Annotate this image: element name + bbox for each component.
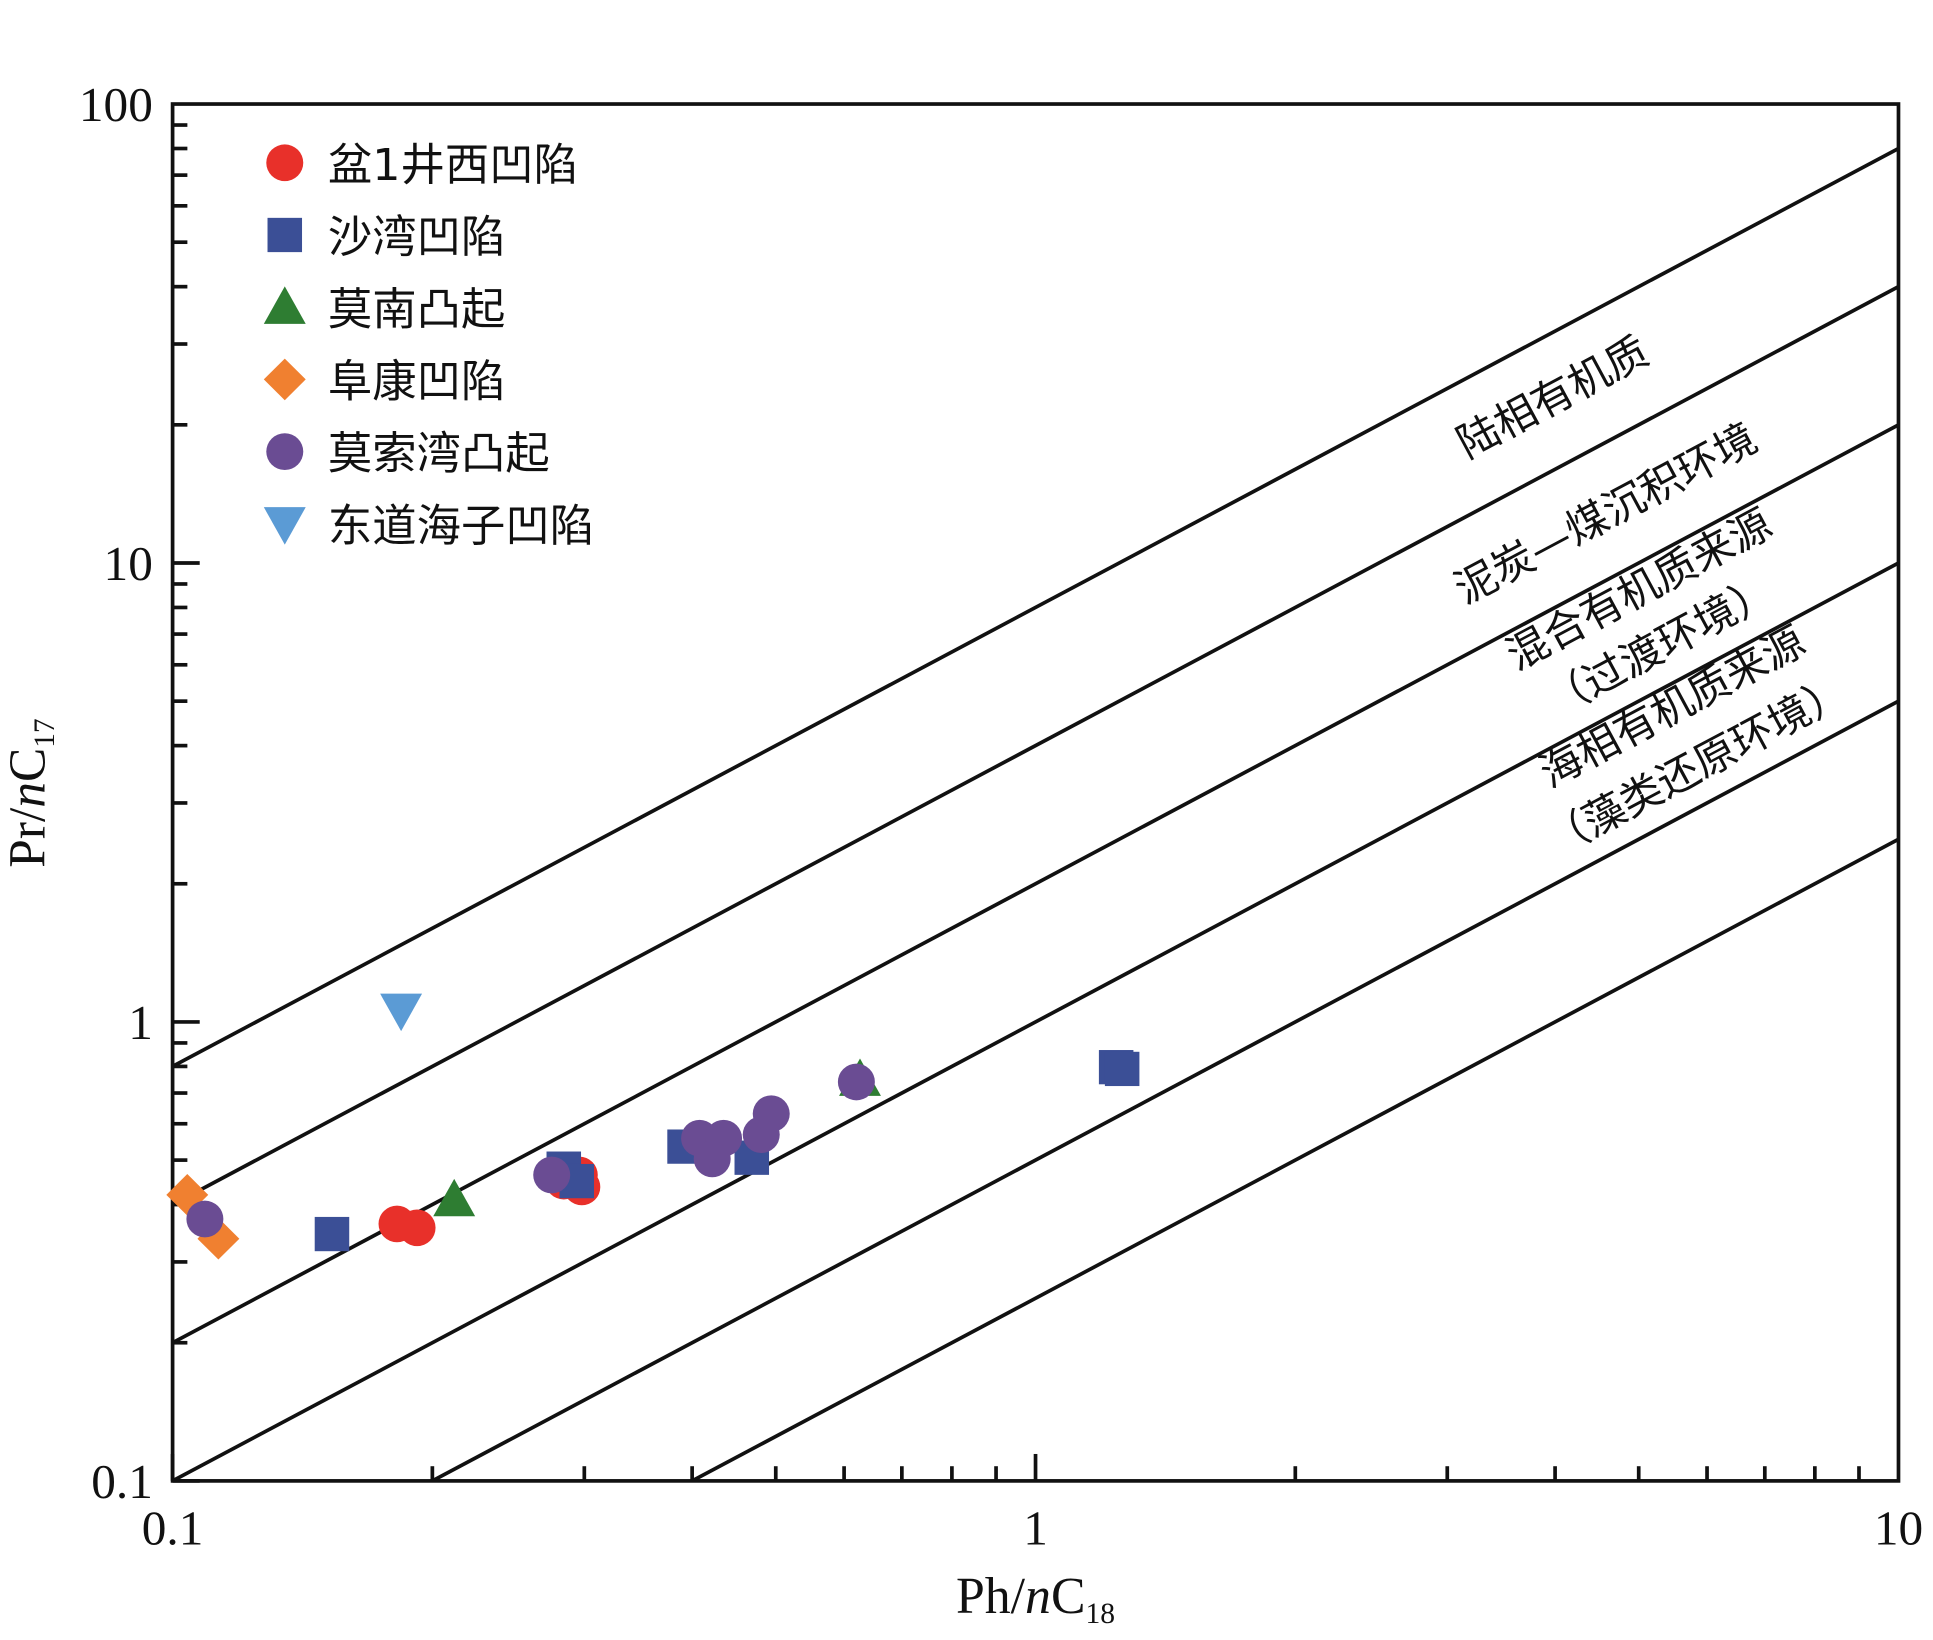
data-point-series-2: [314, 1216, 350, 1252]
data-point-series-5: [533, 1156, 571, 1194]
y-tick-label: 10: [104, 536, 153, 591]
x-tick-label: 0.1: [142, 1501, 204, 1556]
legend-label-1: 盆1井西凹陷: [328, 140, 578, 191]
legend-marker-2: [267, 217, 303, 253]
data-point-series-1: [398, 1209, 436, 1247]
reference-line-6: [691, 837, 1900, 1483]
plot-frame: [170, 102, 1901, 1483]
legend-label-4: 阜康凹陷: [328, 357, 506, 408]
legend-marker-4: [263, 358, 306, 401]
data-point-series-5: [186, 1200, 224, 1238]
data-point-series-2: [1104, 1051, 1140, 1087]
data-point-series-5: [693, 1140, 731, 1178]
y-tick-label: 0.1: [91, 1454, 153, 1509]
data-point-series-5: [752, 1095, 790, 1133]
legend-marker-1: [266, 144, 304, 182]
data-points: [166, 993, 1140, 1260]
reference-line-1: [171, 146, 1900, 1069]
legend-label-5: 莫索湾凸起: [328, 429, 550, 480]
reference-line-2: [171, 285, 1900, 1207]
y-tick-label: 1: [128, 995, 153, 1050]
legend-marker-5: [266, 433, 304, 470]
region-annotation-1: 陆相有机质: [1449, 327, 1657, 468]
legend-marker-3: [263, 286, 306, 324]
legend-marker-6: [263, 507, 306, 545]
region-annotations: 陆相有机质泥炭—煤沉积环境混合有机质来源（过渡环境）海相有机质来源（藻类还原环境…: [1446, 327, 1856, 866]
legend-label-3: 莫南凸起: [328, 284, 506, 335]
data-point-series-3: [433, 1178, 476, 1217]
axis-ticks: 0.1 1 10 0.1 1 10 100: [79, 77, 1923, 1555]
legend-label-2: 沙湾凹陷: [328, 212, 506, 263]
reference-line-4: [171, 561, 1900, 1483]
data-point-series-6: [380, 993, 423, 1032]
y-axis-label: Pr/nC17: [0, 718, 61, 867]
x-axis-label: Ph/nC18: [956, 1568, 1115, 1630]
x-tick-label: 1: [1023, 1501, 1048, 1556]
legend-label-6: 东道海子凹陷: [328, 501, 594, 552]
reference-line-5: [431, 699, 1900, 1483]
data-point-series-5: [837, 1063, 875, 1101]
x-tick-label: 10: [1874, 1501, 1923, 1556]
y-tick-label: 100: [79, 77, 153, 132]
